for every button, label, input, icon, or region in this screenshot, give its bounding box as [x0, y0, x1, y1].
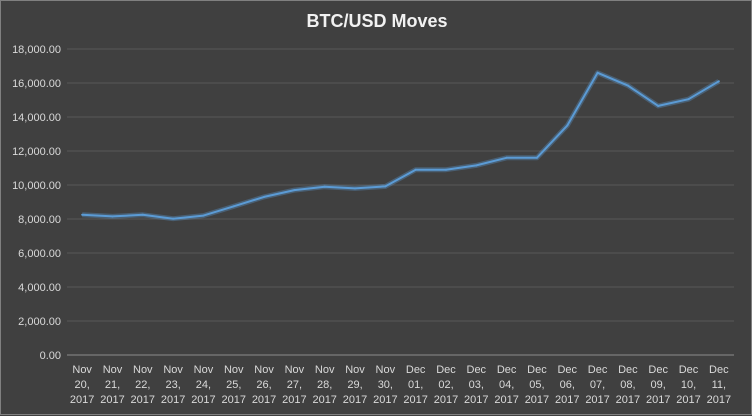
y-axis-ticks: 0.00 2,000.00 4,000.00 6,000.00 8,000.00 10,0… [12, 44, 61, 362]
data-point [717, 80, 720, 83]
x-tick-label: Nov 21, 2017 [100, 364, 124, 406]
x-tick-label: Dec 04, 2017 [494, 364, 518, 406]
x-tick-label: Dec 10, 2017 [676, 364, 700, 406]
x-tick-label: Dec 03, 2017 [464, 364, 488, 406]
x-tick-label: Dec 06, 2017 [555, 364, 579, 406]
x-tick-label: Dec 08, 2017 [616, 364, 640, 406]
data-point [505, 156, 508, 159]
data-point [172, 217, 175, 220]
series-line [82, 71, 720, 220]
y-tick-label: 10,000.00 [12, 180, 61, 192]
y-tick-label: 4,000.00 [18, 282, 61, 294]
data-point [293, 189, 296, 192]
y-tick-label: 0.00 [40, 350, 61, 362]
y-tick-label: 8,000.00 [18, 214, 61, 226]
data-point [111, 215, 114, 218]
x-tick-label: Dec 07, 2017 [585, 364, 609, 406]
x-tick-label: Dec 11, 2017 [707, 364, 731, 406]
data-point [263, 195, 266, 198]
data-point [323, 185, 326, 188]
y-tick-label: 14,000.00 [12, 112, 61, 124]
data-point [384, 185, 387, 188]
x-tick-label: Dec 01, 2017 [403, 364, 427, 406]
data-point [566, 124, 569, 127]
data-point [687, 98, 690, 101]
x-tick-label: Nov 28, 2017 [312, 364, 336, 406]
x-tick-label: Nov 25, 2017 [222, 364, 246, 406]
data-point [475, 164, 478, 167]
gridlines [67, 48, 734, 356]
chart-title: BTC/USD Moves [306, 11, 448, 31]
x-tick-label: Nov 30, 2017 [373, 364, 397, 406]
data-point [141, 213, 144, 216]
series-line-glow [82, 70, 721, 222]
x-tick-label: Nov 22, 2017 [131, 364, 155, 406]
data-point [657, 104, 660, 107]
data-point [535, 156, 538, 159]
x-tick-label: Dec 05, 2017 [525, 364, 549, 406]
data-point [414, 168, 417, 171]
y-tick-label: 16,000.00 [12, 78, 61, 90]
x-tick-label: Nov 20, 2017 [70, 364, 94, 406]
x-tick-label: Nov 24, 2017 [191, 364, 215, 406]
series-btc-usd [81, 70, 721, 222]
y-tick-label: 2,000.00 [18, 316, 61, 328]
data-point [354, 187, 357, 190]
x-tick-label: Nov 23, 2017 [161, 364, 185, 406]
x-tick-label: Nov 26, 2017 [252, 364, 276, 406]
x-tick-label: Dec 02, 2017 [434, 364, 458, 406]
data-point [232, 205, 235, 208]
data-point [626, 84, 629, 87]
y-tick-label: 18,000.00 [12, 44, 61, 56]
x-tick-label: Dec 09, 2017 [646, 364, 670, 406]
data-point [81, 213, 84, 216]
data-point [202, 214, 205, 217]
y-tick-label: 12,000.00 [12, 146, 61, 158]
x-tick-label: Nov 27, 2017 [282, 364, 306, 406]
x-tick-label: Nov 29, 2017 [343, 364, 367, 406]
y-tick-label: 6,000.00 [18, 248, 61, 260]
data-point [596, 71, 599, 74]
data-point [444, 168, 447, 171]
